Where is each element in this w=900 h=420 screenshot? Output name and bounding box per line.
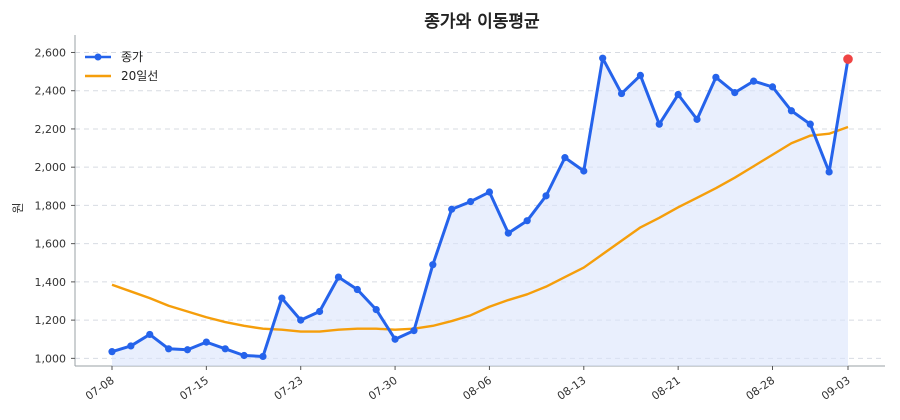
close-points <box>108 54 853 361</box>
y-tick-label: 1,400 <box>35 276 67 289</box>
close-line <box>111 56 850 358</box>
close-point <box>202 338 210 346</box>
close-point <box>599 54 607 62</box>
y-tick-label: 2,600 <box>35 46 67 59</box>
close-point <box>655 120 663 128</box>
legend-label-close: 종가 <box>121 50 143 64</box>
legend-label-ma: 20일선 <box>121 69 158 83</box>
close-point <box>523 217 531 225</box>
close-point <box>693 115 701 123</box>
close-point <box>504 229 512 237</box>
close-point <box>466 197 475 206</box>
close-point <box>787 107 795 115</box>
y-tick-label: 1,800 <box>35 199 67 212</box>
y-tick-label: 2,000 <box>35 161 67 174</box>
x-tick-label: 08-28 <box>744 374 778 403</box>
y-tick-labels: 1,000 1,200 1,400 1,600 1,800 2,000 2,200 2,400… <box>35 46 75 365</box>
close-point <box>297 316 305 324</box>
y-tick-label: 1,000 <box>35 352 67 365</box>
close-point <box>768 83 777 91</box>
close-area-fill <box>112 58 848 367</box>
x-tick-label: 08-06 <box>461 374 495 403</box>
close-point <box>183 346 192 354</box>
close-point <box>146 330 154 339</box>
close-point <box>353 285 361 294</box>
close-point <box>580 167 588 175</box>
close-point <box>221 345 229 353</box>
close-point <box>240 351 248 360</box>
x-tick-label: 08-21 <box>649 374 683 403</box>
y-tick-label: 2,200 <box>35 123 67 136</box>
close-point <box>391 335 399 343</box>
close-point <box>636 71 645 80</box>
close-point <box>127 342 135 350</box>
close-point <box>165 345 173 353</box>
y-tick-label: 2,400 <box>35 85 67 98</box>
series <box>111 56 850 358</box>
close-point <box>825 168 833 176</box>
x-tick-label: 07-15 <box>177 374 211 403</box>
x-tick-labels: 07-08 07-15 07-23 07-30 08-06 08-13 08-21 08-28… <box>83 366 853 403</box>
last-close-point <box>843 54 853 64</box>
y-tick-label: 1,600 <box>35 238 67 251</box>
y-tick-label: 1,200 <box>35 314 67 327</box>
y-axis-label: 원 <box>11 202 25 213</box>
close-point <box>617 89 626 98</box>
close-point <box>561 154 569 162</box>
close-point <box>315 307 324 316</box>
close-point <box>750 77 758 85</box>
close-point <box>712 73 720 81</box>
close-point <box>108 348 116 356</box>
close-point <box>485 188 494 196</box>
close-point <box>674 90 682 99</box>
chart-title: 종가와 이동평균 <box>424 12 540 32</box>
close-point <box>448 205 456 213</box>
close-point <box>259 352 267 361</box>
x-tick-label: 07-23 <box>272 374 306 403</box>
close-point <box>278 294 286 302</box>
close-point <box>372 306 380 314</box>
legend: 종가 20일선 <box>85 50 158 83</box>
legend-marker-close <box>94 53 102 61</box>
close-point <box>334 273 343 281</box>
close-point <box>806 120 814 128</box>
close-point <box>731 89 739 97</box>
x-tick-label: 07-30 <box>366 374 400 403</box>
ma-line <box>111 125 849 333</box>
close-point <box>410 327 418 335</box>
x-tick-label: 08-13 <box>555 374 589 403</box>
x-tick-label: 07-08 <box>83 374 117 403</box>
close-point <box>429 261 437 269</box>
close-point <box>542 192 550 200</box>
x-tick-label: 09-03 <box>819 374 853 403</box>
